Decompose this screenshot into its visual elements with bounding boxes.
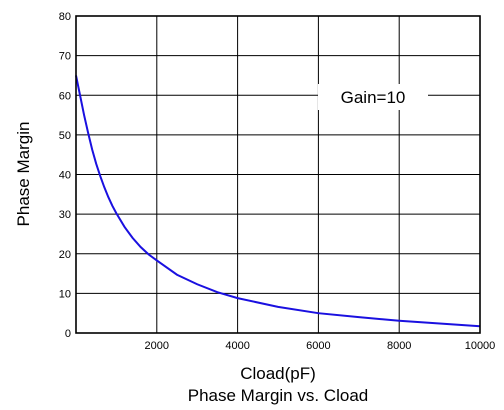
phase-margin-series-line [75,75,481,328]
plot-frame [75,15,481,334]
annotation-background [318,84,428,110]
gain-annotation: Gain=10 [341,88,406,107]
chart-grid [76,16,480,333]
y-tick-label: 80 [59,11,71,23]
y-tick-label: 70 [59,51,71,63]
y-tick-label: 0 [65,328,71,340]
x-tick-label: 8000 [387,340,411,352]
x-axis-label: Cload(pF) [240,364,316,383]
y-tick-label: 50 [59,130,71,142]
y-axis-label: Phase Margin [14,122,33,227]
x-axis-ticks: 2000 4000 6000 8000 10000 [145,340,496,352]
x-tick-label: 4000 [225,340,249,352]
x-tick-label: 6000 [306,340,330,352]
y-tick-label: 60 [59,90,71,102]
x-tick-label: 10000 [465,340,496,352]
y-tick-label: 30 [59,209,71,221]
x-tick-label: 2000 [145,340,169,352]
chart-title: Phase Margin vs. Cload [188,386,368,405]
y-tick-label: 20 [59,249,71,261]
y-tick-label: 10 [59,288,71,300]
y-axis-ticks: 0 10 20 30 40 50 60 70 80 [59,11,71,340]
y-tick-label: 40 [59,170,71,182]
